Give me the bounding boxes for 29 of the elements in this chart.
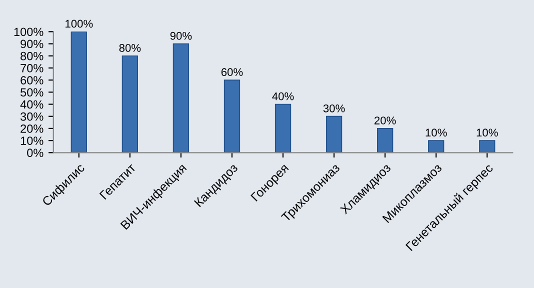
bar xyxy=(428,140,444,153)
y-tick-label: 90% xyxy=(20,40,44,48)
data-label: 30% xyxy=(323,104,345,112)
y-tick-label: 100% xyxy=(14,28,44,36)
data-label: 10% xyxy=(426,128,447,137)
bar xyxy=(274,104,292,153)
data-label: 10% xyxy=(476,128,498,137)
y-tick-label: 40% xyxy=(20,100,44,109)
y-tick-label: 30% xyxy=(20,112,44,121)
data-label: 80% xyxy=(119,44,141,52)
data-label: 90% xyxy=(170,32,192,40)
y-tick-label: 60% xyxy=(20,76,44,84)
bar xyxy=(122,55,138,153)
y-tick-label: 10% xyxy=(20,136,44,145)
bar xyxy=(224,80,240,153)
bar xyxy=(479,140,496,153)
bar xyxy=(172,43,190,153)
y-tick-label: 70% xyxy=(20,64,44,72)
bar xyxy=(326,116,342,153)
y-tick-label: 20% xyxy=(20,124,44,133)
data-label: 40% xyxy=(272,92,294,100)
y-tick-label: 80% xyxy=(20,52,44,60)
bar xyxy=(377,128,394,153)
data-label: 100% xyxy=(66,20,93,28)
data-label: 20% xyxy=(374,116,396,124)
y-tick-label: 50% xyxy=(20,88,44,97)
y-tick-label: 0% xyxy=(27,148,44,158)
bar xyxy=(70,32,87,153)
data-label: 60% xyxy=(221,68,243,76)
